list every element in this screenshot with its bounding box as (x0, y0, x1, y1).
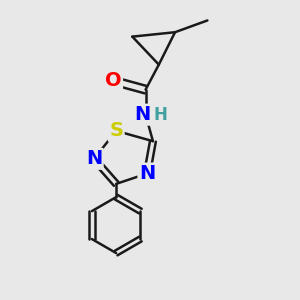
Text: S: S (109, 122, 123, 140)
Text: H: H (154, 106, 168, 124)
Text: N: N (134, 105, 151, 124)
Text: N: N (86, 149, 102, 168)
Text: O: O (105, 71, 122, 90)
Text: N: N (139, 164, 155, 183)
